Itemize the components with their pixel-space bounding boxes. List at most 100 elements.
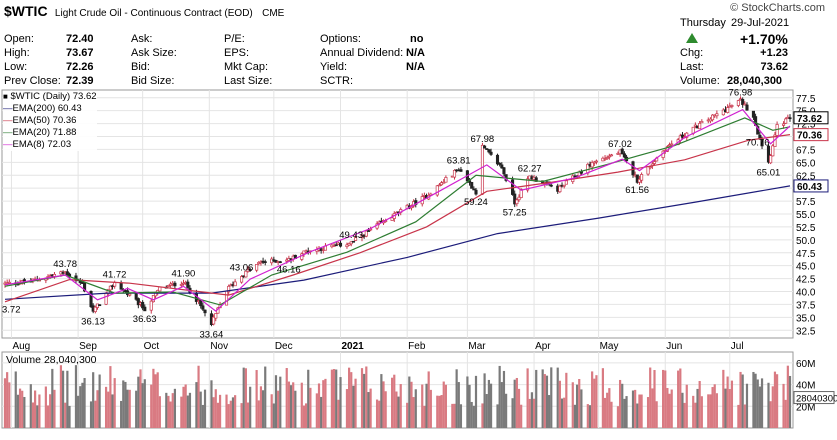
price-bar-body (149, 300, 153, 311)
legend-title: ■ $WTIC (Daily) 73.62 (3, 91, 97, 102)
price-bar-body (366, 230, 371, 232)
volume-bar (406, 402, 409, 428)
price-bar-body (500, 164, 504, 169)
volume-bar (399, 384, 402, 428)
volume-tag-box (793, 391, 835, 405)
x-tick-label: Apr (535, 341, 551, 352)
price-bar-body (517, 196, 521, 201)
volume-bar (294, 390, 297, 428)
volume-bar (662, 369, 665, 428)
volume-bar (429, 389, 432, 428)
date-label: 29-Jul-2021 (731, 17, 790, 29)
y-tick-label: 37.5 (796, 300, 816, 311)
volume-bar (169, 401, 172, 428)
volume-bar (363, 373, 366, 428)
volume-bar (481, 403, 484, 428)
bid-size-label: Bid Size: (131, 75, 175, 87)
yield-value: N/A (406, 61, 425, 73)
price-bar-body (136, 298, 140, 306)
volume-bar (535, 369, 538, 428)
volume-bar (760, 378, 764, 428)
volume-bar (274, 375, 278, 428)
volume-bar (18, 388, 22, 428)
price-bar-body (652, 161, 657, 164)
volume-bar (468, 384, 471, 428)
volume-bar (517, 388, 521, 428)
y-tick-label: 35.0 (796, 313, 816, 324)
price-bar-body (104, 292, 108, 305)
volume-bar (214, 389, 217, 428)
price-annotation: 43.78 (53, 259, 77, 270)
volume-bar (384, 391, 387, 428)
volume-bar (259, 386, 263, 428)
volume-bar (64, 402, 67, 428)
volume-bar (425, 383, 428, 428)
price-annotation: 65.01 (756, 167, 780, 178)
yield-label: Yield: (320, 61, 348, 73)
price-bar-body (334, 244, 338, 247)
price-annotation: 59.24 (464, 197, 488, 208)
price-bar-body (489, 151, 493, 155)
price-bar-body (590, 162, 594, 168)
volume-bar (369, 388, 372, 428)
price-annotation: 41.72 (103, 270, 127, 281)
y-tick-label: 50.0 (796, 236, 816, 247)
pe-label: P/E: (224, 33, 245, 45)
volume-bar (188, 392, 192, 428)
ask-size-label: Ask Size: (131, 47, 177, 59)
price-annotation: 49.43 (339, 230, 363, 241)
volume-bar (696, 388, 699, 428)
volume-panel-label: Volume 28,040,300 (6, 354, 97, 366)
price-bar-body (470, 182, 474, 189)
volume-bar (505, 393, 508, 428)
mkt-cap-label: Mkt Cap: (224, 61, 269, 73)
volume-bar (124, 381, 127, 428)
volume-bar (726, 376, 729, 428)
volume-bar (74, 365, 78, 428)
price-bar-body (726, 107, 730, 113)
volume-bar (625, 396, 628, 428)
volume-bar (201, 404, 204, 428)
volume-bar (616, 406, 620, 428)
volume-bar (231, 397, 235, 428)
volume-bar (784, 399, 787, 428)
stockcharts-logo: © StockCharts.com (730, 2, 825, 14)
volume-bar (225, 394, 228, 428)
price-bar-body (730, 105, 734, 107)
volume-bar (548, 395, 551, 428)
price-bar-body (233, 281, 237, 287)
volume-bar (6, 372, 9, 428)
volume-bar (309, 387, 312, 428)
volume-bar (393, 374, 396, 428)
volume-bar (694, 402, 697, 428)
price-bar-body (474, 189, 478, 195)
volume-bar (16, 394, 20, 428)
volume-bar (788, 375, 792, 428)
volume-bar (350, 372, 353, 428)
price-tag-box (793, 179, 829, 193)
volume-bar (137, 376, 140, 428)
volume-bar (229, 400, 232, 428)
price-bar-body (351, 240, 355, 243)
price-bar-body (502, 167, 506, 175)
annual-dividend-label: Annual Dividend: (320, 47, 404, 59)
volume-bar (242, 367, 245, 428)
symbol: $WTIC (4, 3, 48, 19)
price-bar-body (607, 155, 611, 158)
price-bar-body (119, 282, 123, 290)
price-bar-body (338, 242, 343, 247)
price-bar-body (741, 99, 745, 105)
price-bar-body (143, 306, 147, 312)
price-bar-body (592, 161, 596, 164)
price-bar-body (711, 114, 715, 121)
volume-bar (165, 392, 168, 428)
volume-bar (21, 390, 24, 428)
volume-bar (606, 392, 609, 428)
volume-bar (126, 389, 129, 428)
price-bar-body (549, 184, 553, 187)
price-bar-body (564, 180, 568, 185)
volume-bar (49, 394, 52, 428)
volume-bar (578, 379, 581, 428)
volume-bar (707, 394, 710, 428)
